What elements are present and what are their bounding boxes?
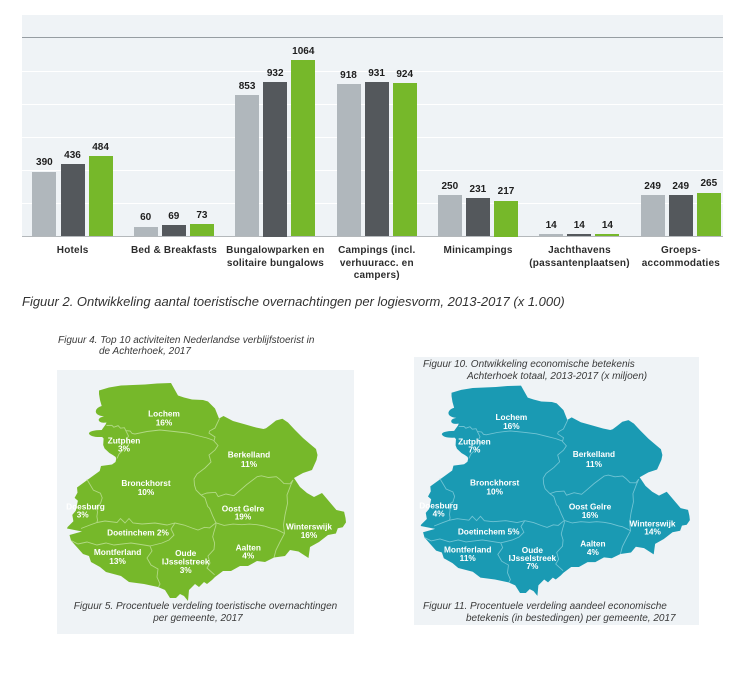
svg-text:3%: 3% <box>180 565 193 575</box>
svg-text:3%: 3% <box>77 510 90 520</box>
svg-text:Montferland: Montferland <box>94 547 141 557</box>
svg-text:Zutphen: Zutphen <box>458 436 491 446</box>
svg-text:16%: 16% <box>582 510 599 520</box>
svg-text:7%: 7% <box>526 561 539 571</box>
svg-text:4%: 4% <box>433 508 446 518</box>
svg-text:10%: 10% <box>138 487 155 497</box>
svg-text:Oost Gelre: Oost Gelre <box>569 501 612 511</box>
svg-text:Doesburg: Doesburg <box>66 502 105 512</box>
svg-text:3%: 3% <box>118 443 131 453</box>
svg-text:Oost Gelre: Oost Gelre <box>222 504 265 514</box>
svg-text:19%: 19% <box>235 512 252 522</box>
svg-text:14%: 14% <box>644 526 661 536</box>
svg-text:Winterswijk: Winterswijk <box>286 521 332 531</box>
svg-text:Oude: Oude <box>175 548 197 558</box>
svg-text:Bronckhorst: Bronckhorst <box>470 477 519 487</box>
svg-text:16%: 16% <box>156 418 173 428</box>
svg-text:13%: 13% <box>109 556 126 566</box>
svg-text:Montferland: Montferland <box>444 544 491 554</box>
svg-text:Lochem: Lochem <box>495 412 527 422</box>
svg-text:Winterswijk: Winterswijk <box>630 518 676 528</box>
svg-text:7%: 7% <box>468 444 481 454</box>
svg-text:11%: 11% <box>460 553 477 563</box>
svg-text:4%: 4% <box>587 547 600 557</box>
svg-text:16%: 16% <box>503 420 520 430</box>
svg-text:Aalten: Aalten <box>236 542 261 552</box>
svg-text:10%: 10% <box>486 486 503 496</box>
svg-text:Oude: Oude <box>522 545 544 555</box>
svg-text:Doetinchem 2%: Doetinchem 2% <box>107 527 169 537</box>
svg-text:IJsselstreek: IJsselstreek <box>509 553 557 563</box>
svg-text:Berkelland: Berkelland <box>573 448 615 458</box>
svg-text:11%: 11% <box>586 458 603 468</box>
svg-text:Zutphen: Zutphen <box>108 436 141 446</box>
svg-text:Lochem: Lochem <box>148 409 180 419</box>
svg-text:IJsselstreek: IJsselstreek <box>162 556 210 566</box>
svg-text:11%: 11% <box>241 459 258 469</box>
svg-text:Berkelland: Berkelland <box>228 449 270 459</box>
svg-text:4%: 4% <box>242 550 255 560</box>
svg-text:Doesburg: Doesburg <box>419 500 458 510</box>
svg-text:16%: 16% <box>301 530 318 540</box>
svg-text:Aalten: Aalten <box>580 538 605 548</box>
svg-text:Doetinchem 5%: Doetinchem 5% <box>458 526 520 536</box>
svg-text:Bronckhorst: Bronckhorst <box>121 478 171 488</box>
